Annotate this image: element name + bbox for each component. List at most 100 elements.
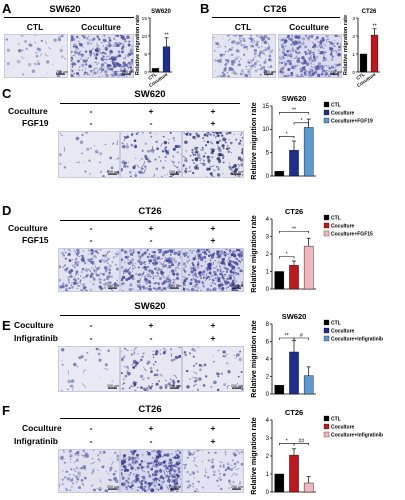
panel-letter-f: F bbox=[2, 403, 10, 418]
significance-bracket bbox=[293, 122, 309, 125]
legend-swatch bbox=[323, 327, 330, 334]
scale-bar-label: 200 μm bbox=[107, 170, 120, 174]
condition-label: Infigratinib bbox=[14, 436, 58, 446]
y-tick-label: 1 bbox=[266, 269, 270, 275]
y-tick-label: 15 bbox=[142, 16, 148, 22]
panel-letter-d: D bbox=[2, 203, 12, 218]
y-tick-label: 0 bbox=[144, 70, 147, 76]
condition-mark: - bbox=[89, 333, 93, 343]
micro-texture bbox=[59, 347, 119, 391]
condition-mark: + bbox=[148, 223, 154, 233]
bar bbox=[289, 265, 299, 290]
condition-label: Coculture bbox=[14, 320, 54, 330]
bar bbox=[303, 127, 314, 177]
panel-d-title: CT26 bbox=[138, 206, 162, 217]
y-tick-label: 3 bbox=[352, 16, 355, 22]
scale-bar bbox=[330, 73, 339, 75]
scale-bar bbox=[232, 488, 241, 490]
scale-bar-label: 200 μm bbox=[169, 284, 182, 288]
y-tick-label: 2 bbox=[266, 252, 270, 258]
chart-title: CT26 bbox=[362, 9, 377, 15]
legend-swatch bbox=[323, 335, 330, 342]
condition-mark: + bbox=[210, 106, 216, 116]
scale-bar bbox=[108, 287, 117, 289]
panel-b-coculture-label: Coculture bbox=[289, 22, 329, 32]
panel-letter-e: E bbox=[2, 318, 11, 333]
scale-bar bbox=[232, 287, 241, 289]
micro-texture bbox=[59, 132, 119, 177]
scale-bar bbox=[122, 73, 131, 75]
y-tick-label: 4 bbox=[266, 418, 270, 424]
significance-label: ** bbox=[292, 226, 296, 232]
condition-mark: - bbox=[89, 235, 93, 245]
legend-label: CTL bbox=[331, 417, 341, 423]
condition-mark: - bbox=[89, 436, 93, 446]
condition-label: FGF19 bbox=[22, 118, 49, 128]
legend-label: Coculture+FGF15 bbox=[331, 232, 373, 238]
bar bbox=[162, 46, 171, 73]
micro-image bbox=[120, 449, 182, 493]
micro-texture bbox=[183, 450, 243, 492]
legend-label: Coculture+Infigratinib bbox=[331, 433, 383, 439]
condition-label: FGF15 bbox=[22, 235, 49, 245]
scale-bar bbox=[108, 173, 117, 175]
significance-bracket bbox=[279, 230, 309, 234]
scale-bar-label: 200 μm bbox=[107, 485, 120, 489]
y-axis-label: Relative migration rate bbox=[249, 215, 258, 293]
bar bbox=[274, 473, 285, 493]
significance-label: * bbox=[286, 438, 288, 444]
panel-a-ctl-label: CTL bbox=[26, 22, 44, 32]
y-tick-label: 2 bbox=[266, 374, 270, 380]
legend-swatch bbox=[323, 230, 330, 237]
y-tick-label: 0 bbox=[266, 392, 270, 398]
y-axis-label: Relative migration rate bbox=[249, 102, 258, 180]
micro-texture bbox=[59, 249, 119, 291]
x-tick-label: CTL bbox=[147, 72, 157, 81]
condition-mark: + bbox=[210, 320, 216, 330]
legend-swatch bbox=[323, 415, 330, 422]
y-tick-label: 5 bbox=[144, 52, 147, 58]
micro-image bbox=[182, 131, 244, 178]
condition-mark: - bbox=[89, 320, 93, 330]
condition-mark: - bbox=[149, 436, 153, 446]
panel-b-title: CT26 bbox=[263, 4, 287, 15]
micro-image bbox=[212, 34, 276, 78]
y-tick-label: 1 bbox=[352, 52, 355, 58]
legend-label: Coculture bbox=[331, 329, 355, 335]
significance-label: * bbox=[286, 131, 288, 137]
legend-swatch bbox=[323, 101, 330, 108]
significance-label: ** bbox=[285, 333, 289, 339]
y-axis-label: Relative migration rate bbox=[249, 320, 258, 398]
micro-image bbox=[58, 346, 120, 392]
legend-label: CTL bbox=[331, 103, 341, 109]
legend-label: CTL bbox=[331, 216, 341, 222]
legend-swatch bbox=[323, 431, 330, 438]
legend-label: Coculture+FGF19 bbox=[331, 119, 373, 125]
legend-label: Coculture bbox=[331, 224, 355, 230]
bar bbox=[303, 375, 314, 395]
legend-swatch bbox=[323, 423, 330, 430]
legend-swatch bbox=[323, 222, 330, 229]
scale-bar-label: 200 μm bbox=[231, 284, 244, 288]
chart-title: CT26 bbox=[285, 408, 303, 417]
condition-mark: + bbox=[210, 235, 216, 245]
bar-chart-e: SW620 Relative migration rate 0 2 4 6 8 ** # CTL C… bbox=[249, 310, 403, 400]
y-axis-label: Relative migration rate bbox=[249, 417, 258, 495]
scale-bar bbox=[170, 488, 179, 490]
panel-letter-b: B bbox=[200, 1, 210, 16]
y-axis-label: Relative migration rate bbox=[343, 15, 349, 75]
significance-bracket bbox=[279, 136, 295, 139]
micro-texture bbox=[213, 35, 275, 77]
panel-e-title: SW620 bbox=[134, 301, 166, 312]
panel-e-rule bbox=[60, 315, 240, 317]
scale-bar-label: 200 μm bbox=[107, 384, 120, 388]
panel-b-rule bbox=[212, 17, 340, 19]
scale-bar-label: 200 μm bbox=[264, 70, 277, 74]
condition-label: Coculture bbox=[8, 223, 48, 233]
condition-label: Infigratinib bbox=[14, 333, 58, 343]
legend-swatch bbox=[323, 109, 330, 116]
condition-mark: + bbox=[210, 118, 216, 128]
condition-mark: + bbox=[210, 223, 216, 233]
bar-chart-d: CT26 Relative migration rate 0 1 2 3 4 * ** CTL Co… bbox=[249, 205, 403, 295]
